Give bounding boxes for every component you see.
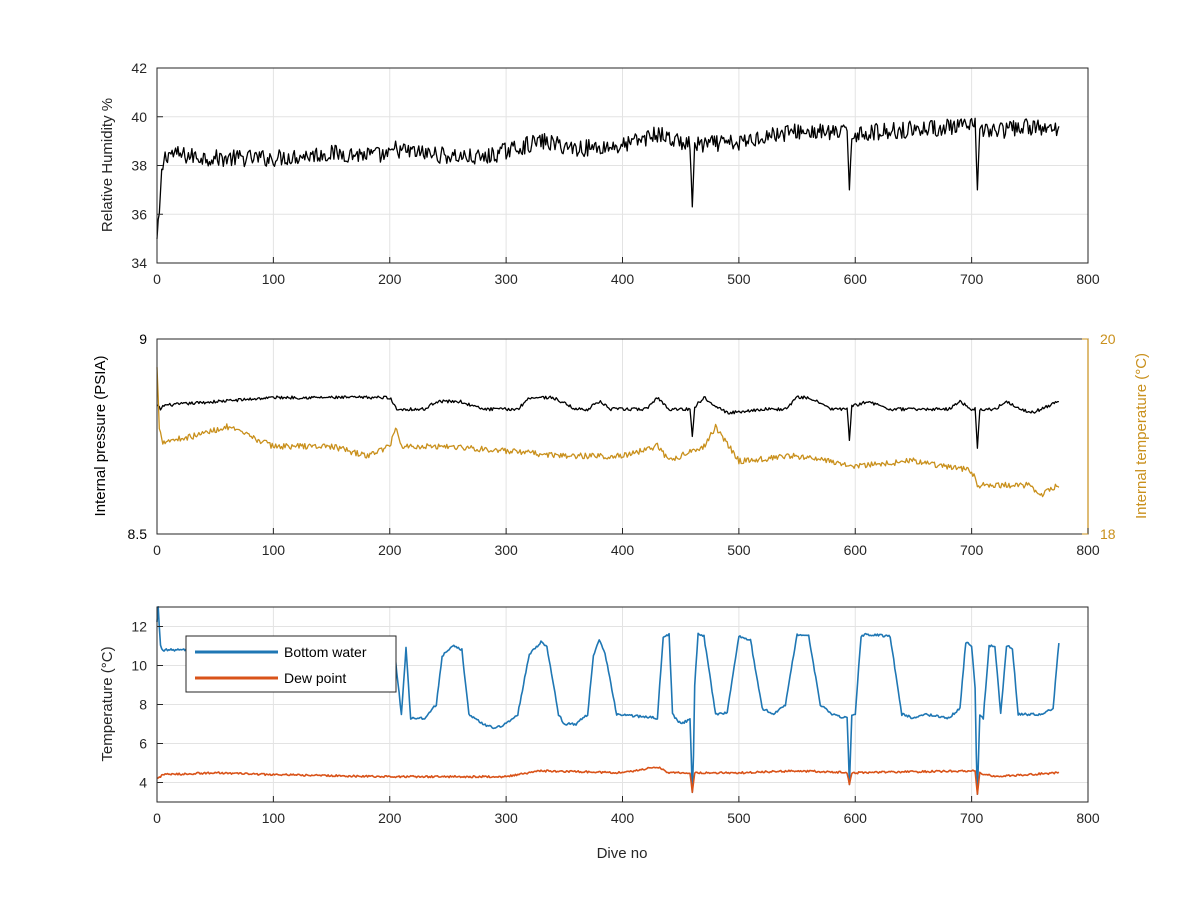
x-tick-label: 400 — [611, 271, 635, 287]
temperature-y-axis-label: Temperature (°C) — [99, 646, 116, 761]
y-tick-label: 34 — [131, 255, 147, 271]
series-line-left-axis — [156, 117, 1060, 240]
y-tick-label: 6 — [139, 736, 147, 752]
x-tick-label: 0 — [153, 271, 161, 287]
x-tick-label: 500 — [727, 542, 751, 558]
legend-label-dew-point: Dew point — [284, 670, 346, 686]
y-tick-label: 4 — [139, 775, 147, 791]
x-tick-label: 200 — [378, 810, 402, 826]
x-axis-label: Dive no — [597, 845, 648, 862]
y-right-tick-label: 20 — [1100, 331, 1116, 347]
y-right-tick-label: 18 — [1100, 526, 1116, 542]
y-tick-label: 38 — [131, 158, 147, 174]
legend-box — [185, 635, 397, 693]
x-tick-label: 800 — [1076, 810, 1100, 826]
x-tick-label: 300 — [494, 271, 518, 287]
humidity-series — [156, 117, 1060, 240]
chart-temperature: 0 100 200 300 400 500 600 700 800 4 6 8 10 12 Tempera… — [99, 605, 1100, 862]
x-tick-label: 100 — [262, 271, 286, 287]
chart-pressure: 0 100 200 300 400 500 600 700 800 8.5 9 18 20 Intern… — [92, 331, 1150, 558]
humidity-ticks: 0 100 200 300 400 500 600 700 800 34 36 38 40 42 — [131, 60, 1099, 287]
pressure-series — [156, 367, 1060, 498]
humidity-y-axis-label: Relative Humidity % — [99, 98, 116, 232]
temperature-right-y-axis-label: Internal temperature (°C) — [1133, 353, 1150, 519]
temperature-grid — [156, 607, 1089, 802]
y-tick-label: 10 — [131, 658, 147, 674]
x-tick-label: 700 — [960, 542, 984, 558]
y-tick-label: 8.5 — [128, 526, 148, 542]
y-tick-label: 36 — [131, 206, 147, 222]
x-tick-label: 500 — [727, 810, 751, 826]
y-tick-label: 8 — [139, 697, 147, 713]
y-tick-label: 12 — [131, 619, 147, 635]
x-tick-label: 300 — [494, 542, 518, 558]
series-line-dew-point — [156, 766, 1060, 796]
x-tick-label: 700 — [960, 271, 984, 287]
x-tick-label: 800 — [1076, 542, 1100, 558]
pressure-ticks: 0 100 200 300 400 500 600 700 800 8.5 9 18 20 — [128, 331, 1116, 558]
x-tick-label: 0 — [153, 542, 161, 558]
x-tick-label: 300 — [494, 810, 518, 826]
y-tick-label: 9 — [139, 331, 147, 347]
series-line-right-axis — [156, 367, 1060, 498]
x-tick-label: 600 — [844, 271, 868, 287]
x-tick-label: 400 — [611, 542, 635, 558]
x-tick-label: 200 — [378, 542, 402, 558]
pressure-y-axis-label: Internal pressure (PSIA) — [92, 356, 109, 517]
x-tick-label: 100 — [262, 810, 286, 826]
x-tick-label: 100 — [262, 542, 286, 558]
chart-humidity: 0 100 200 300 400 500 600 700 800 34 36 38 40 42 Rela… — [99, 60, 1100, 287]
temperature-ticks: 0 100 200 300 400 500 600 700 800 4 6 8 10 12 — [131, 619, 1099, 827]
series-line-left-axis — [156, 395, 1059, 449]
x-tick-label: 600 — [844, 810, 868, 826]
x-tick-label: 700 — [960, 810, 984, 826]
x-tick-label: 800 — [1076, 271, 1100, 287]
x-tick-label: 500 — [727, 271, 751, 287]
legend: Bottom water Dew point — [185, 635, 397, 693]
x-tick-label: 600 — [844, 542, 868, 558]
x-tick-label: 200 — [378, 271, 402, 287]
x-tick-label: 0 — [153, 810, 161, 826]
x-tick-label: 400 — [611, 810, 635, 826]
y-tick-label: 42 — [131, 60, 147, 76]
y-tick-label: 40 — [131, 109, 147, 125]
legend-label-bottom-water: Bottom water — [284, 644, 367, 660]
